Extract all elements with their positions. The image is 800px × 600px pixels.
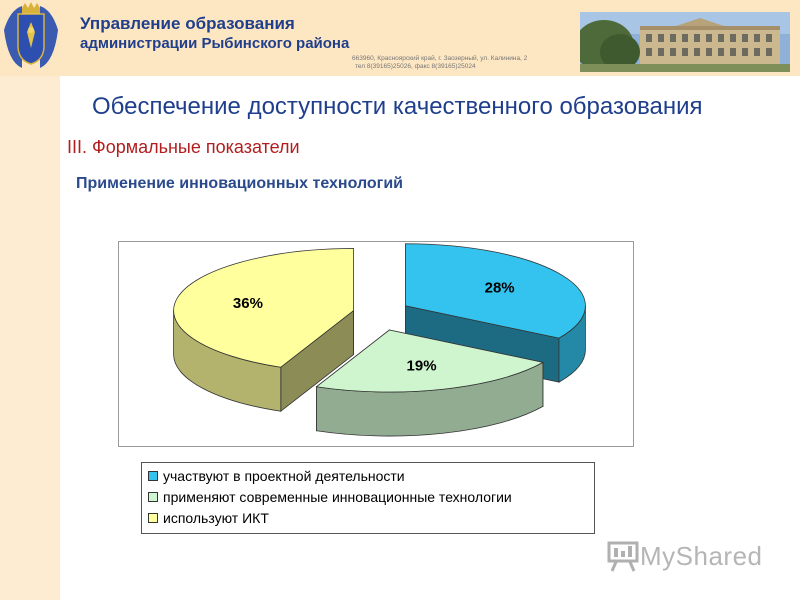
legend-label: участвуют в проектной деятельности [163,468,405,484]
pie-slice [315,329,545,437]
data-label: 28% [485,280,515,297]
pie-slice [173,248,355,413]
chart-legend: участвуют в проектной деятельности примен… [141,462,595,534]
chart-title: Применение инновационных технологий [76,175,404,192]
legend-swatch [148,492,158,502]
slide-title: Обеспечение доступности качественного об… [92,93,703,120]
watermark-text: MyShared [640,540,763,571]
legend-swatch [148,471,158,481]
legend-label: используют ИКТ [163,510,269,526]
legend-swatch [148,513,158,523]
pie-slice-top [315,329,545,393]
legend-item: применяют современные инновационные техн… [148,487,512,507]
building-photo [580,12,790,72]
coat-of-arms-icon [4,2,58,68]
legend-item: используют ИКТ [148,508,269,528]
phone-line: тел 8(39165)25026, факс 8(39165)25024 [355,63,476,70]
left-strip [0,76,60,600]
legend-item: участвуют в проектной деятельности [148,466,405,486]
data-label: 36% [233,295,263,312]
watermark: MyShared [606,536,763,576]
org-title: Управление образования [80,14,295,33]
presentation-board-icon [607,541,639,572]
pie-slice-top [405,243,586,339]
pie-chart: 28% 19% 36% [173,243,586,437]
data-label: 19% [407,358,437,375]
address-line: 663960, Красноярский край, г. Заозерный,… [352,55,528,62]
legend-label: применяют современные инновационные техн… [163,489,512,505]
org-subtitle: администрации Рыбинского района [80,35,350,52]
chart-frame: 28% 19% 36% [118,241,634,447]
section-title: III. Формальные показатели [67,137,300,157]
pie-slice-top [173,248,355,368]
